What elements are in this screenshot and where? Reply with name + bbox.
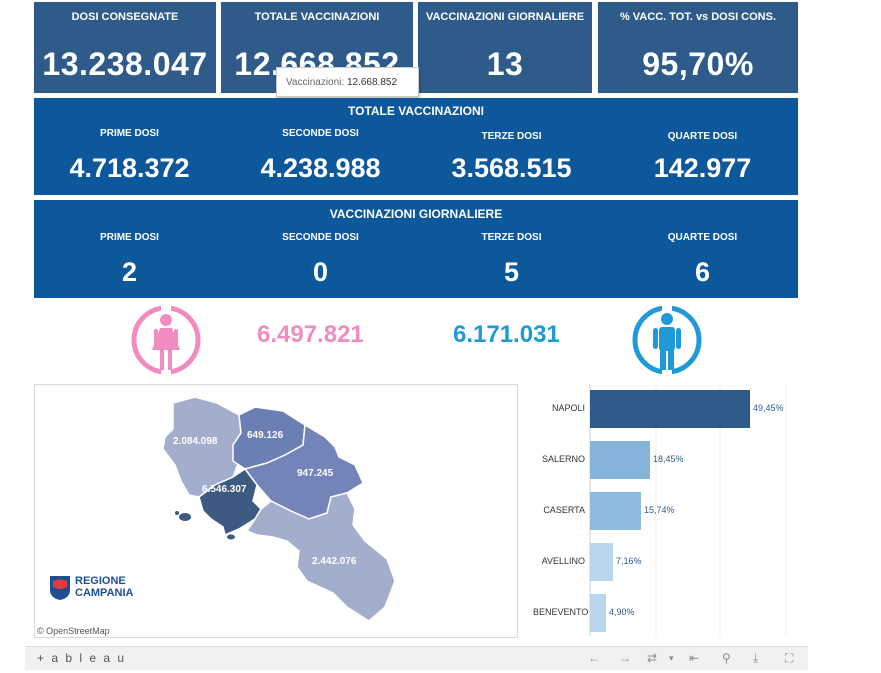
bar-value-label: 15,74% [644,505,675,515]
col-label: QUARTE DOSI [667,131,738,142]
island-capri [227,534,235,540]
share-icon[interactable]: ⚲ [722,651,731,665]
undo-icon[interactable]: ← [588,651,600,665]
logo-line2: CAMPANIA [75,587,134,599]
giornaliere-terze-dosi[interactable]: TERZE DOSI 5 [416,232,607,288]
kpi-value: 13 [486,46,524,82]
tableau-toolbar: + a b l e a u ← → ⇄ ▾ ⇤ ⚲ ⤓ ⛶ [25,646,808,670]
bar-category-label: CASERTA [543,505,585,515]
col-label: TERZE DOSI [481,131,542,142]
col-value: 6 [694,257,711,287]
tooltip-label: Vaccinazioni: [286,77,345,88]
col-value: 2 [121,257,138,287]
revert-icon[interactable]: ⇄ [647,651,658,665]
campania-crest-icon [50,576,70,600]
fullscreen-icon[interactable]: ⛶ [785,651,794,665]
bar-value-label: 18,45% [653,454,684,464]
region-label-napoli: 6.546.307 [202,484,247,495]
col-value: 4.238.988 [260,153,381,183]
tooltip: Vaccinazioni: 12.668.852 [276,67,419,97]
col-value: 142.977 [653,153,752,183]
col-value: 3.568.515 [451,153,572,183]
totale-terze-dosi[interactable]: TERZE DOSI 3.568.515 [416,131,607,184]
col-value: 0 [312,257,329,287]
panel-title: VACCINAZIONI GIORNALIERE [329,207,503,221]
kpi-percent-vacc[interactable]: % VACC. TOT. vs DOSI CONS. 95,70% [598,2,798,93]
region-label-caserta: 2.084.098 [173,436,218,447]
map-canvas [162,396,396,622]
region-label-salerno: 2.442.076 [312,556,357,567]
totale-quarte-dosi[interactable]: QUARTE DOSI 142.977 [607,131,798,184]
map-attribution: © OpenStreetMap [37,626,110,636]
col-label: SECONDE DOSI [282,232,359,243]
bar-caserta[interactable] [590,492,641,530]
giornaliere-prime-dosi[interactable]: PRIME DOSI 2 [34,232,225,288]
bar-avellino[interactable] [590,543,613,581]
female-icon [131,304,201,376]
island-procida [175,511,179,515]
col-label: SECONDE DOSI [282,128,359,139]
totale-prime-dosi[interactable]: PRIME DOSI 4.718.372 [34,128,225,184]
kpi-value: 95,70% [642,46,754,82]
bar-category-label: AVELLINO [541,556,585,566]
download-icon[interactable]: ⤓ [753,651,759,665]
bar-value-label: 49,45% [753,403,784,413]
region-label-avellino: 947.245 [297,468,334,479]
vaccinazioni-giornaliere-panel: VACCINAZIONI GIORNALIERE PRIME DOSI 2 SE… [34,200,798,298]
panel-title: TOTALE VACCINAZIONI [348,104,484,118]
male-count: 6.171.031 [453,321,560,348]
totale-vaccinazioni-panel: TOTALE VACCINAZIONI PRIME DOSI 4.718.372… [34,98,798,195]
kpi-label: DOSI CONSEGNATE [71,11,179,23]
logo-line1: REGIONE [75,575,126,587]
chevron-down-icon[interactable]: ▾ [669,653,674,663]
region-salerno[interactable] [245,492,396,622]
bar-category-label: SALERNO [541,454,585,464]
kpi-label: % VACC. TOT. vs DOSI CONS. [619,11,777,23]
kpi-label: TOTALE VACCINAZIONI [254,11,380,23]
bar-salerno[interactable] [590,441,650,479]
col-label: TERZE DOSI [481,232,542,243]
kpi-vaccinazioni-giornaliere[interactable]: VACCINAZIONI GIORNALIERE 13 [418,2,592,93]
giornaliere-seconde-dosi[interactable]: SECONDE DOSI 0 [225,232,416,288]
bar-benevento[interactable] [590,594,606,632]
male-icon [632,304,702,376]
totale-seconde-dosi[interactable]: SECONDE DOSI 4.238.988 [225,128,416,184]
col-value: 4.718.372 [69,153,190,183]
col-value: 5 [503,257,520,287]
bar-value-label: 7,16% [616,556,642,566]
bar-napoli[interactable] [590,390,750,428]
col-label: QUARTE DOSI [667,232,738,243]
bar-value-label: 4,90% [609,607,635,617]
island-ischia [179,513,191,521]
col-label: PRIME DOSI [100,128,159,139]
col-label: PRIME DOSI [100,232,159,243]
campania-map[interactable]: 2.084.098 649.126 947.245 6.546.307 2.44… [34,384,518,638]
region-label-benevento: 649.126 [247,430,284,441]
kpi-dosi-consegnate[interactable]: DOSI CONSEGNATE 13.238.047 [34,2,216,93]
kpi-value: 13.238.047 [42,46,208,82]
tooltip-value: 12.668.852 [346,77,398,88]
female-count: 6.497.821 [257,321,364,348]
giornaliere-quarte-dosi[interactable]: QUARTE DOSI 6 [607,232,798,288]
bar-category-label: NAPOLI [551,403,585,413]
bar-category-label: BENEVENTO [533,607,589,617]
tableau-logo[interactable]: + a b l e a u [37,651,127,665]
reset-icon[interactable]: ⇤ [689,651,700,665]
redo-icon[interactable]: → [619,651,631,665]
kpi-label: VACCINAZIONI GIORNALIERE [425,11,585,23]
